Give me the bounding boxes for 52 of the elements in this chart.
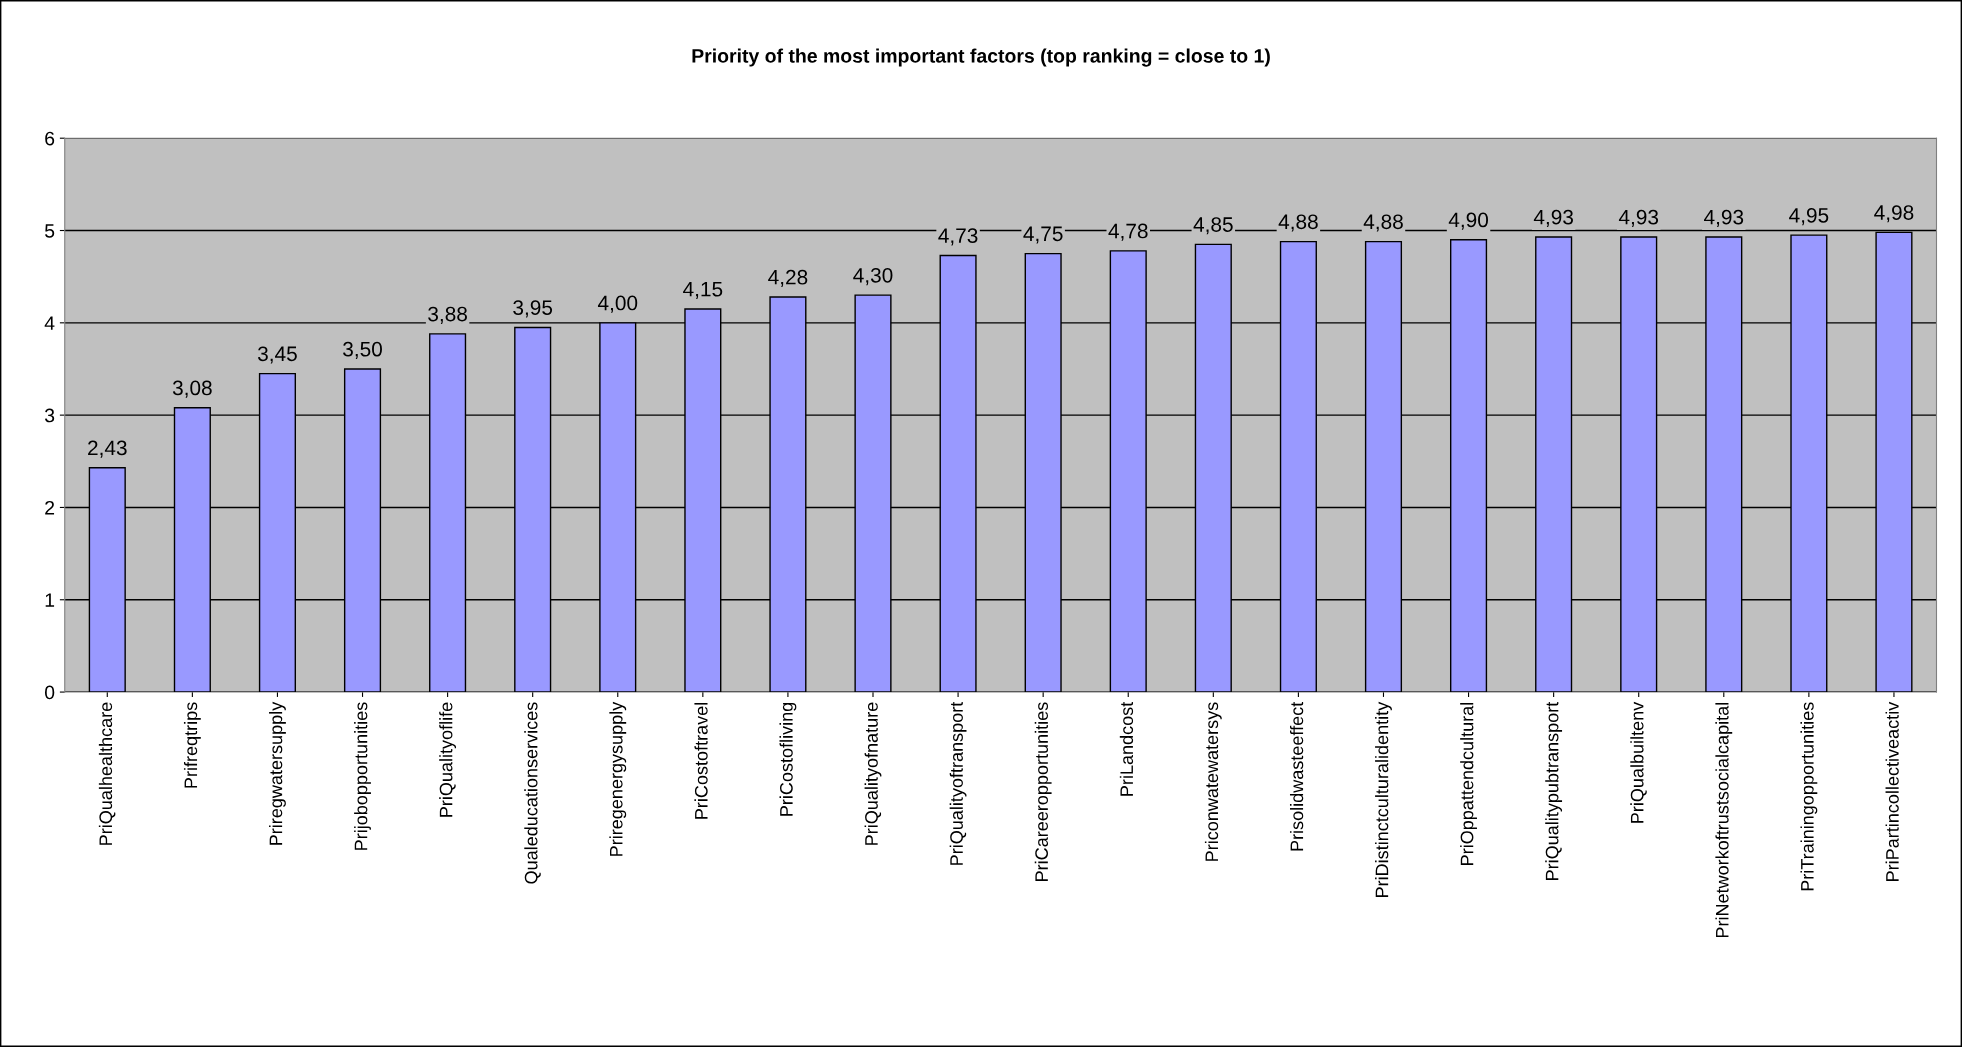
data-label: 4,93 xyxy=(1618,209,1659,227)
data-label: 3,45 xyxy=(257,346,297,364)
x-tick-label: Prijobopportunities xyxy=(354,702,371,850)
y-tick-label: 2 xyxy=(45,500,55,515)
data-label: 3,50 xyxy=(343,341,382,359)
x-tick-label: Qualeducationservices xyxy=(524,702,541,884)
data-label: 4,73 xyxy=(938,228,978,246)
data-label: 4,88 xyxy=(1363,214,1403,232)
y-tick-label: 0 xyxy=(44,685,55,700)
data-label: 4,75 xyxy=(1023,226,1063,244)
data-label: 4,90 xyxy=(1448,212,1489,230)
x-tick-label: PriCostofliving xyxy=(779,702,797,816)
data-label: 4,28 xyxy=(768,269,808,287)
x-tick-label: PriDistinctculturalidentity xyxy=(1375,701,1392,897)
data-label: 4,88 xyxy=(1278,214,1318,232)
x-tick-label: Priregenergysupply xyxy=(609,701,627,856)
y-tick-label: 3 xyxy=(44,408,55,423)
x-tick-label: PriQualityoflife xyxy=(439,702,457,817)
x-tick-label: PriQualhealthcare xyxy=(98,702,116,845)
x-tick-label: Priregwatersupply xyxy=(269,701,286,845)
data-label: 4,93 xyxy=(1704,209,1744,227)
data-label: 4,00 xyxy=(597,295,638,313)
chart-title: Priority of the most important factors (top ranking = close to 1) xyxy=(692,48,1270,67)
data-label: 2,43 xyxy=(88,440,127,458)
y-tick-label: 4 xyxy=(44,316,55,330)
data-label: 4,78 xyxy=(1108,223,1148,241)
data-label: 4,15 xyxy=(683,281,723,299)
data-label: 4,85 xyxy=(1193,217,1233,235)
x-tick-label: PriLandcost xyxy=(1119,701,1134,796)
data-label: 3,95 xyxy=(513,300,553,318)
x-tick-label: Prifreqtrips xyxy=(183,702,201,788)
x-tick-label: PriQualityoftransport xyxy=(949,701,967,865)
data-label: 4,30 xyxy=(853,267,893,286)
x-tick-label: Priconwatewatersys xyxy=(1204,702,1222,861)
x-tick-label: PriCareeropportunities xyxy=(1034,702,1052,881)
x-tick-label: PriCostoftravel xyxy=(694,702,708,819)
x-tick-label: PriQualbuiltenv xyxy=(1630,701,1647,823)
x-tick-label: PriTrainingopportunities xyxy=(1800,702,1818,891)
x-tick-label: PriQualitypubtransport xyxy=(1545,701,1563,880)
x-tick-label: Prisolidwasteeffect xyxy=(1289,701,1304,851)
data-label: 3,88 xyxy=(428,306,467,324)
x-tick-label: PriNetworkoftrustsocialcapital xyxy=(1715,702,1733,938)
x-tick-label: PriPartincollectiveactiv xyxy=(1885,701,1899,881)
data-label: 3,08 xyxy=(172,380,212,398)
data-label: 4,95 xyxy=(1789,207,1829,226)
data-label: 4,93 xyxy=(1533,209,1573,227)
y-tick-label: 1 xyxy=(45,593,55,607)
data-label: 4,98 xyxy=(1874,205,1914,223)
x-tick-label: PriQualityofnature xyxy=(864,702,882,845)
x-tick-label: PriOppattendcultural xyxy=(1460,702,1477,865)
y-tick-label: 6 xyxy=(45,131,55,146)
y-tick-label: 5 xyxy=(44,224,55,238)
